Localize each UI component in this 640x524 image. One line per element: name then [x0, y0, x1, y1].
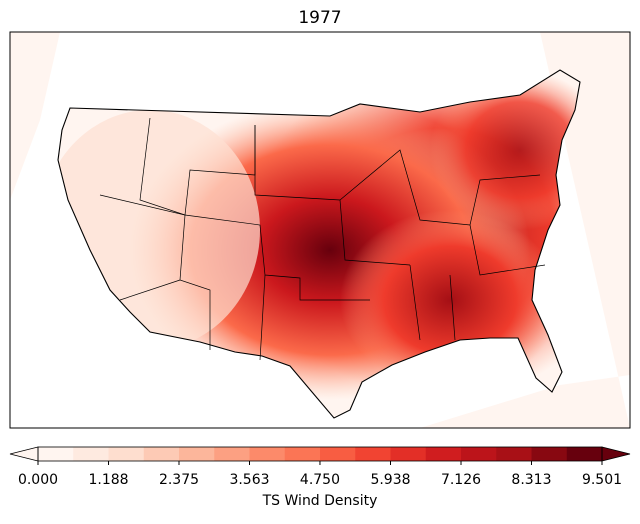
colorbar-band: [38, 447, 74, 461]
state-borders: [57, 69, 581, 419]
colorbar-band: [425, 447, 462, 461]
colorbar-label: TS Wind Density: [262, 493, 378, 509]
colorbar-band: [179, 447, 215, 461]
colorbar-tick-label: 4.750: [300, 472, 340, 488]
colorbar-band: [566, 447, 603, 461]
colorbar-band: [214, 447, 250, 461]
colorbar-band: [320, 447, 356, 461]
colorbar-band: [531, 447, 568, 461]
colorbar-band: [73, 447, 109, 461]
colorbar-tick-label: 8.313: [511, 472, 551, 488]
colorbar-band: [143, 447, 180, 461]
colorbar-band: [390, 447, 427, 461]
colorbar-band: [284, 447, 321, 461]
colorbar-band: [496, 447, 532, 461]
colorbar-band: [461, 447, 497, 461]
colorbar-tick-label: 9.501: [582, 472, 622, 488]
colorbar-tick-label: 1.188: [88, 472, 128, 488]
colorbar-band: [355, 447, 391, 461]
colorbar: 0.000 1.188 2.375 3.563 4.750 5.938 7.126 8.313…: [9, 446, 631, 488]
map-title: 1977: [298, 8, 341, 28]
colorbar-tick-label: 7.126: [441, 472, 481, 488]
map-frame: [9, 31, 631, 429]
colorbar-band: [249, 447, 286, 461]
colorbar-band: [108, 447, 145, 461]
colorbar-tick-label: 0.000: [18, 472, 58, 488]
colorbar-tick-label: 5.938: [370, 472, 410, 488]
colorbar-extend-high: [601, 446, 631, 462]
density-fringe: [10, 32, 60, 200]
colorbar-extend-low: [9, 446, 39, 462]
density-fringe: [420, 32, 630, 428]
colorbar-tick-label: 3.563: [229, 472, 269, 488]
colorbar-tick-label: 2.375: [159, 472, 199, 488]
